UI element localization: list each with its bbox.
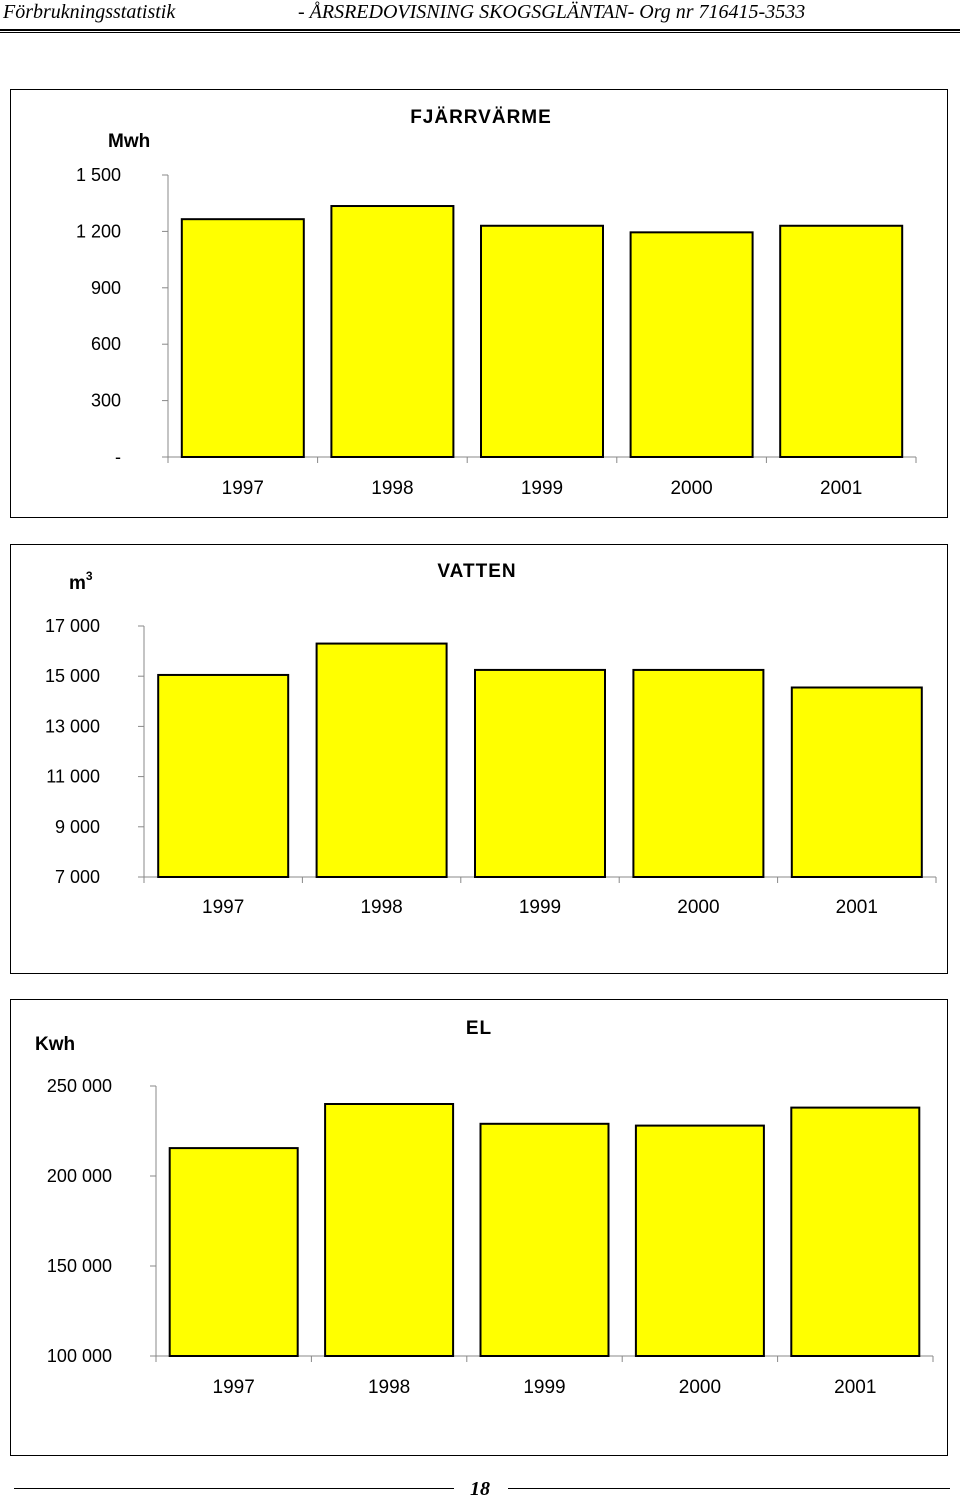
x-tick-label: 2000 bbox=[679, 1377, 721, 1398]
y-tick-label: 300 bbox=[91, 391, 121, 411]
bar-2000 bbox=[629, 231, 754, 458]
bar-1999 bbox=[479, 1122, 610, 1357]
bar-2000 bbox=[632, 668, 765, 878]
x-tick-label: 2001 bbox=[834, 1377, 876, 1398]
header-rule bbox=[0, 29, 960, 31]
bar-2001 bbox=[779, 224, 904, 458]
bar-2001 bbox=[790, 1106, 921, 1357]
chart-title: FJÄRRVÄRME bbox=[410, 107, 552, 128]
x-tick-label: 2001 bbox=[836, 897, 878, 918]
y-tick-label: 13 000 bbox=[45, 716, 100, 736]
y-unit-label: Kwh bbox=[35, 1034, 75, 1055]
footer-rule-right bbox=[508, 1488, 950, 1489]
page-number: 18 bbox=[470, 1478, 490, 1500]
page-header: Förbrukningsstatistik - ÅRSREDOVISNING S… bbox=[0, 0, 960, 34]
y-tick-label: 900 bbox=[91, 278, 121, 298]
chart-el: EL Kwh 100 000 150 000 200 000 250 000 1997 199… bbox=[35, 1018, 934, 1398]
x-tick-label: 2000 bbox=[670, 478, 712, 499]
y-tick-label: 150 000 bbox=[47, 1256, 112, 1276]
chart-title: VATTEN bbox=[437, 561, 516, 582]
x-tick-label: 1997 bbox=[202, 897, 244, 918]
x-tick-label: 1998 bbox=[360, 897, 402, 918]
y-tick-label: 200 000 bbox=[47, 1166, 112, 1186]
bar-2001 bbox=[790, 686, 923, 878]
bar-1997 bbox=[168, 1147, 299, 1357]
x-tick-label: 1998 bbox=[368, 1377, 410, 1398]
bar-1998 bbox=[315, 642, 448, 878]
x-tick-label: 1997 bbox=[213, 1377, 255, 1398]
chart-title: EL bbox=[466, 1018, 492, 1039]
chart-vatten: VATTEN m3 7 000 9 000 11 000 13 000 15 000 17 0… bbox=[45, 561, 937, 918]
bar-1999 bbox=[474, 668, 606, 878]
x-tick-label: 1997 bbox=[222, 478, 264, 499]
y-unit-superscript: 3 bbox=[86, 569, 93, 583]
y-tick-label: 1 200 bbox=[76, 221, 121, 241]
header-left-title: Förbrukningsstatistik bbox=[3, 1, 176, 23]
chart-panel-fjarrvarme: FJÄRRVÄRME Mwh - 300 600 900 1 200 1 500 1997 199… bbox=[10, 89, 948, 518]
bar-1999 bbox=[480, 224, 604, 458]
y-tick-label: 15 000 bbox=[45, 666, 100, 686]
y-tick-label: - bbox=[115, 447, 121, 467]
x-tick-label: 1999 bbox=[521, 478, 563, 499]
y-unit-label: Mwh bbox=[108, 131, 150, 152]
bar-1997 bbox=[157, 673, 290, 878]
bar-1997 bbox=[180, 218, 305, 458]
header-right-title: - ÅRSREDOVISNING SKOGSGLÄNTAN- Org nr 71… bbox=[298, 1, 806, 23]
x-tick-label: 2001 bbox=[820, 478, 862, 499]
y-tick-label: 600 bbox=[91, 334, 121, 354]
bar-1998 bbox=[324, 1103, 455, 1357]
y-tick-label: 1 500 bbox=[76, 165, 121, 185]
y-tick-label: 11 000 bbox=[46, 767, 100, 787]
bar-2000 bbox=[634, 1124, 765, 1357]
chart-panel-el: EL Kwh 100 000 150 000 200 000 250 000 1997 199… bbox=[10, 999, 948, 1456]
chart-fjarrvarme: FJÄRRVÄRME Mwh - 300 600 900 1 200 1 500 1997 199… bbox=[76, 107, 917, 499]
bar-1998 bbox=[330, 205, 455, 458]
footer-rule-left bbox=[14, 1488, 454, 1489]
x-tick-label: 1999 bbox=[519, 897, 561, 918]
y-tick-label: 250 000 bbox=[47, 1076, 112, 1096]
header-rule-thin bbox=[0, 32, 960, 33]
y-unit-label: m3 bbox=[69, 569, 93, 594]
x-tick-label: 2000 bbox=[677, 897, 719, 918]
chart-panel-vatten: VATTEN m3 7 000 9 000 11 000 13 000 15 000 17 0… bbox=[10, 544, 948, 974]
y-tick-label: 100 000 bbox=[47, 1346, 112, 1366]
y-tick-label: 9 000 bbox=[55, 817, 100, 837]
y-tick-label: 7 000 bbox=[55, 867, 100, 887]
y-tick-label: 17 000 bbox=[45, 616, 100, 636]
x-tick-label: 1998 bbox=[371, 478, 413, 499]
x-tick-label: 1999 bbox=[523, 1377, 565, 1398]
